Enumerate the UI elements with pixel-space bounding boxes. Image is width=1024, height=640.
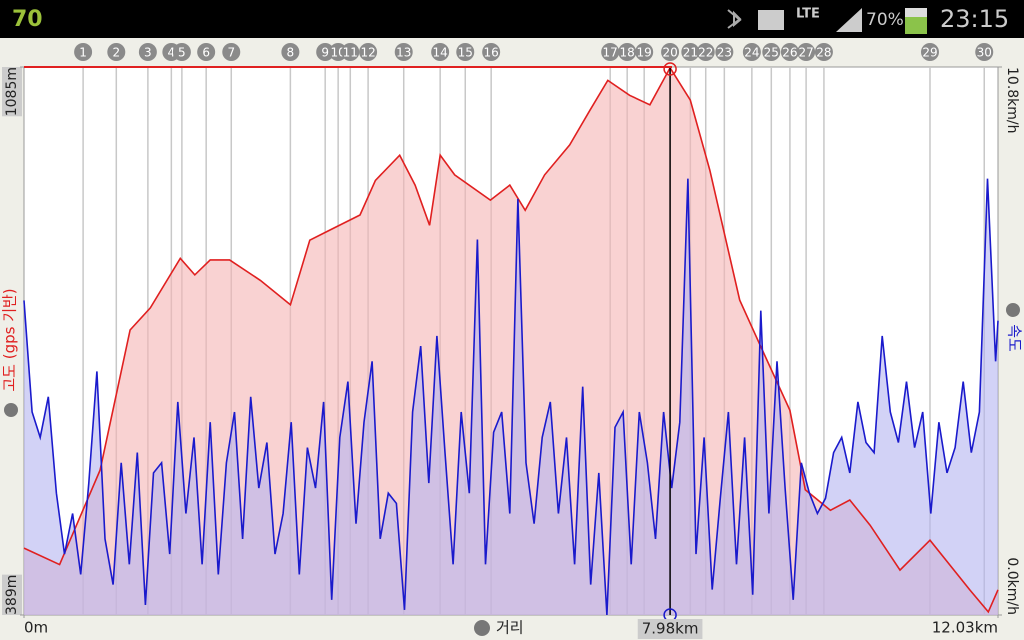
waypoint-label: 16 [484,46,499,60]
waypoint-label: 17 [603,46,618,60]
waypoint-marker [661,43,680,61]
y2-tick-label: 10.8km/h [1004,67,1020,134]
waypoint-label: 28 [816,46,831,60]
waypoint-marker [742,43,761,61]
waypoint-marker [696,43,715,61]
waypoint-label: 5 [178,46,186,60]
waypoint-label: 25 [764,46,779,60]
waypoint-label: 14 [433,46,448,60]
area-fill [24,178,998,615]
waypoint-marker [107,43,126,61]
series-line [23,66,999,614]
y2-axis-label: 속도 [1006,324,1024,352]
waypoint-marker [316,43,335,61]
waypoint-marker [394,43,413,61]
waypoint-label: 19 [637,46,652,60]
settings-icon[interactable] [1006,303,1020,317]
waypoint-marker [482,43,501,61]
y2-tick-label: 0.0km/h [1004,557,1020,615]
waypoint-marker [618,43,637,61]
cursor-label-bg [637,619,703,639]
waypoint-label: 8 [287,46,295,60]
waypoint-label: 23 [717,46,732,60]
waypoint-marker [172,43,191,61]
waypoint-label: 1 [79,46,87,60]
waypoint-label: 2 [112,46,120,60]
tick-label-bg [2,67,22,117]
waypoint-marker [197,43,216,61]
waypoint-label: 29 [922,46,937,60]
waypoint-label: 15 [458,46,473,60]
waypoint-marker [681,43,700,61]
waypoint-marker [138,43,157,61]
waypoint-marker [797,43,816,61]
waypoint-marker [762,43,781,61]
waypoint-marker [601,43,620,61]
waypoint-label: 24 [744,46,759,60]
series-line [23,178,999,616]
waypoint-label: 12 [360,46,375,60]
network-type: LTE [796,7,820,22]
app-badge: 70 [12,7,43,32]
cursor-elevation-marker [663,62,677,76]
waypoint-marker [431,43,450,61]
waypoint-label: 9 [321,46,329,60]
battery-percent: 70% [866,10,904,30]
y-tick-label: 1085m [4,67,20,116]
waypoint-marker [780,43,799,61]
y-axis-label: 고도 (gps 기반) [1,288,19,391]
waypoint-marker [814,43,833,61]
waypoint-marker [74,43,93,61]
waypoint-label: 26 [782,46,797,60]
waypoint-label: 18 [620,46,635,60]
cursor-label: 7.98km [642,620,699,638]
waypoint-label: 4 [168,46,176,60]
waypoint-marker [341,43,360,61]
waypoint-label: 3 [144,46,152,60]
waypoint-marker [920,43,939,61]
x-axis-title: 거리 [474,619,524,637]
waypoint-marker [222,43,241,61]
battery-level [905,17,927,34]
waypoint-label: 13 [396,46,411,60]
bluetooth-icon [727,9,742,29]
clock: 23:15 [940,5,1009,33]
waypoint-marker [715,43,734,61]
waypoint-label: 20 [662,46,677,60]
waypoint-marker [635,43,654,61]
waypoint-marker [456,43,475,61]
waypoint-label: 27 [798,46,813,60]
waypoint-label: 11 [343,46,358,60]
waypoint-label: 7 [227,46,235,60]
x-tick-label: 0m [24,619,48,637]
image-icon [758,10,784,30]
settings-icon[interactable] [4,403,18,417]
tick-label-bg [2,574,22,615]
waypoint-marker [359,43,378,61]
x-axis-label: 거리 [496,619,524,637]
waypoint-label: 22 [698,46,713,60]
waypoint-label: 6 [202,46,210,60]
waypoint-label: 21 [683,46,698,60]
waypoint-marker [281,43,300,61]
y-tick-label: 389m [4,575,20,615]
waypoint-label: 30 [977,46,992,60]
signal-icon [836,8,862,32]
waypoint-marker [975,43,994,61]
x-tick-label: 12.03km [932,619,998,637]
